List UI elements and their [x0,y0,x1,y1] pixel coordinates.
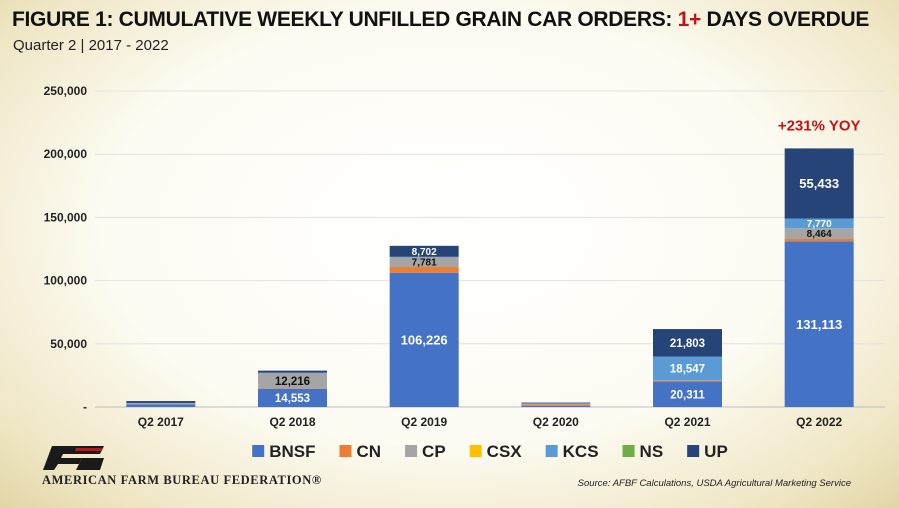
bar-segment-up [521,402,591,404]
bar-segment-cn [521,404,591,406]
bar-segment-bnsf [521,405,591,407]
bar-segment-bnsf [258,388,327,407]
x-tick-label: Q2 2017 [138,415,184,429]
bar-segment-bnsf [389,272,459,407]
bar-segment-up [126,401,196,403]
x-tick-label: Q2 2020 [533,415,579,429]
bar-segment-bnsf [126,404,196,407]
bar-segment-up [784,148,854,219]
bar-segment-bnsf [784,241,854,407]
data-label: 18,547 [670,363,705,375]
legend-swatch-up [687,445,700,457]
bar-segment-cp [784,228,854,239]
title-highlight: 1+ [677,8,702,31]
title-prefix: FIGURE 1: CUMULATIVE WEEKLY UNFILLED GRA… [12,8,678,31]
chart-subtitle: Quarter 2 | 2017 - 2022 [13,37,169,54]
stacked-bar-chart: - 50,000 100,000 150,000 200,000 250,000 Q2 20… [44,84,885,461]
bar-segment-cp [521,403,591,405]
legend-label-bnsf: BNSF [269,442,315,461]
data-label: 14,553 [275,393,310,405]
bar-segment-kcs [653,356,722,381]
legend-label-cp: CP [422,442,446,461]
data-label: 106,226 [401,333,448,348]
legend-swatch-cn [339,445,352,457]
x-tick-label: Q2 2019 [401,415,447,429]
bar-segment-cn [784,238,854,242]
y-tick-label: 250,000 [44,84,88,98]
bar-segment-cp [389,257,459,268]
title-suffix: DAYS OVERDUE [700,8,870,31]
bar-segment-kcs [784,218,854,229]
farm-bureau-fb-icon [43,446,104,470]
y-tick-label: - [83,400,87,414]
bar-segment-up [389,245,459,257]
bar-segment-up [653,329,722,357]
chart-title: FIGURE 1: CUMULATIVE WEEKLY UNFILLED GRA… [12,8,869,32]
bar-segment-up [258,370,327,373]
bar-segment-cp [653,380,722,381]
legend-swatch-bnsf [252,445,265,457]
x-tick-label: Q2 2018 [269,415,315,429]
bar-segment-kcs [389,256,459,258]
legend-swatch-csx [469,445,482,457]
legend-label-kcs: KCS [563,442,599,461]
bar-segment-cp [126,402,196,405]
legend-swatch-kcs [545,445,558,457]
y-tick-label: 200,000 [44,147,88,161]
legend-label-csx: CSX [487,442,523,461]
data-label: 8,464 [807,229,832,240]
bar-segment-cp [258,372,327,389]
data-label: 7,770 [807,219,832,230]
bar-segment-cn [258,388,327,389]
data-label: 8,702 [412,247,437,258]
x-tick-label: Q2 2021 [664,415,710,429]
organization-name: AMERICAN FARM BUREAU FEDERATION® [42,473,322,487]
bar-segment-kcs [521,403,591,404]
bar-segment-kcs [258,372,327,374]
bar-segment-cn [389,267,459,273]
data-label: 131,113 [796,317,842,332]
source-note: Source: AFBF Calculations, USDA Agricult… [577,478,851,489]
legend-label-ns: NS [640,442,664,461]
y-tick-label: 50,000 [50,337,87,351]
yoy-annotation: +231% YOY [778,117,861,134]
y-tick-label: 150,000 [44,210,88,224]
data-label: 7,781 [412,258,437,269]
y-tick-label: 100,000 [44,274,88,288]
bar-segment-bnsf [653,381,722,407]
legend-swatch-cp [405,445,418,457]
legend-label-up: UP [704,442,728,461]
bar-segment-cn [653,380,722,382]
legend-label-cn: CN [356,442,381,461]
x-tick-label: Q2 2022 [796,415,842,429]
data-label: 55,433 [799,176,839,191]
legend-swatch-ns [622,445,635,457]
data-label: 20,311 [670,389,705,401]
data-label: 21,803 [670,338,705,350]
data-label: 12,216 [275,376,310,388]
